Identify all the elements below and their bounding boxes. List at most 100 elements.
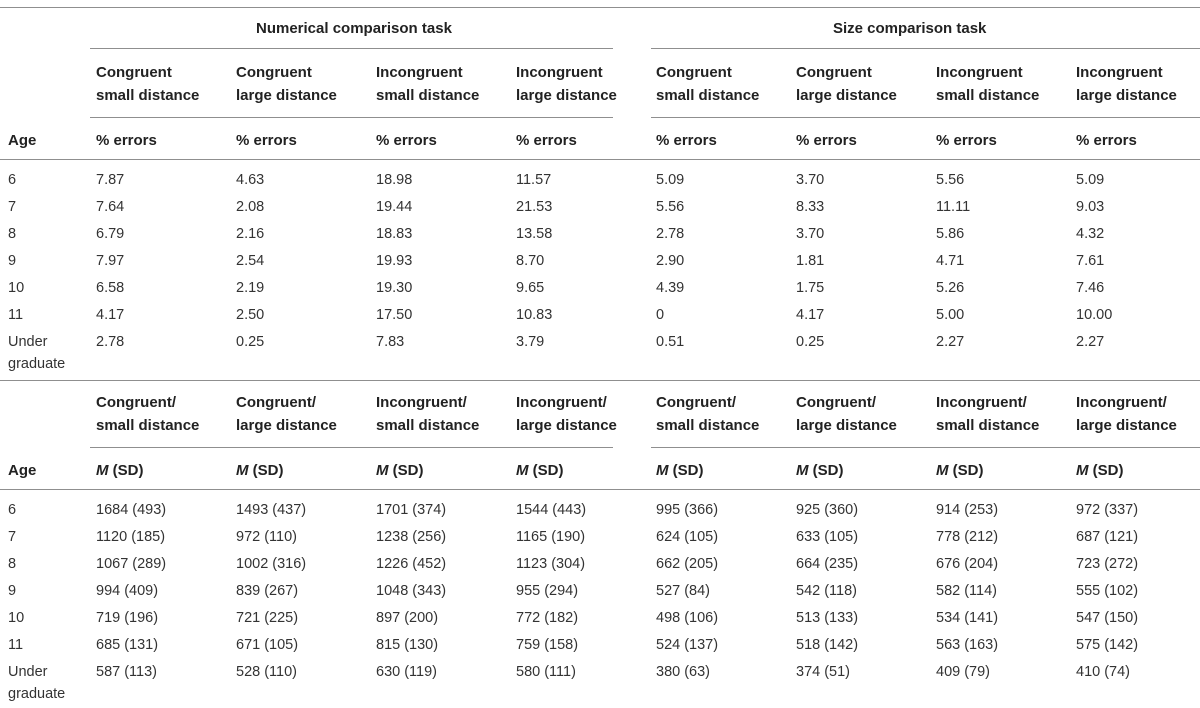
data-cell: 0	[656, 307, 665, 323]
unit-label: M (SD)	[516, 459, 564, 482]
age-cell-line: 11	[8, 307, 24, 323]
age-column-header: Age	[8, 132, 37, 149]
size-task-heading: Size comparison task	[833, 20, 987, 37]
age-cell: 8	[8, 553, 16, 575]
age-cell: 9	[8, 250, 16, 272]
data-cell: 3.70	[796, 226, 825, 242]
age-cell: 11	[8, 304, 23, 326]
data-cell: 7.83	[376, 334, 405, 350]
sd-symbol: (SD)	[528, 462, 564, 479]
age-cell-line: 10	[8, 280, 25, 296]
condition-header: Incongruent/	[516, 394, 607, 411]
data-cell: 2.78	[96, 334, 125, 350]
data-cell: 9.65	[516, 280, 545, 296]
condition-header: Incongruent/	[936, 394, 1027, 411]
data-cell: 542 (118)	[796, 583, 857, 599]
data-cell: 1002 (316)	[236, 556, 307, 572]
age-cell: 9	[8, 580, 16, 602]
condition-header: large distance	[1076, 87, 1177, 104]
condition-header: Congruent/	[656, 394, 736, 411]
data-cell: 1544 (443)	[516, 502, 587, 518]
age-cell: Under graduate	[8, 331, 65, 375]
data-cell: 1123 (304)	[516, 556, 586, 572]
data-cell: 582 (114)	[936, 583, 997, 599]
data-cell: 5.00	[936, 307, 965, 323]
data-cell: 17.50	[376, 307, 413, 323]
condition-header: large distance	[516, 417, 617, 434]
data-cell: 630 (119)	[376, 664, 437, 680]
data-cell: 914 (253)	[936, 502, 999, 518]
unit-label: M (SD)	[96, 459, 144, 482]
sd-symbol: (SD)	[248, 462, 284, 479]
data-cell: 6.79	[96, 226, 125, 242]
data-cell: 1.75	[796, 280, 825, 296]
section2-header-rule	[0, 489, 1200, 490]
data-cell: 380 (63)	[656, 664, 711, 680]
age-cell: 10	[8, 277, 24, 299]
data-cell: 925 (360)	[796, 502, 859, 518]
unit-label: M (SD)	[936, 459, 984, 482]
data-cell: 10.83	[516, 307, 553, 323]
data-cell: 662 (205)	[656, 556, 719, 572]
data-cell: 723 (272)	[1076, 556, 1139, 572]
mean-symbol: M	[516, 462, 529, 479]
top-rule	[0, 7, 1200, 8]
data-cell: 524 (137)	[656, 637, 719, 653]
condition-header: Congruent	[796, 64, 872, 81]
age-cell-line: 7	[8, 199, 17, 215]
mean-symbol: M	[376, 462, 389, 479]
data-cell: 719 (196)	[96, 610, 159, 626]
section-divider	[0, 380, 1200, 381]
condition-header: Incongruent	[936, 64, 1023, 81]
age-column-header: Age	[8, 462, 37, 479]
age-cell: 6	[8, 169, 16, 191]
data-cell: 4.17	[796, 307, 825, 323]
unit-label: % errors	[1076, 132, 1137, 149]
data-cell: 410 (74)	[1076, 664, 1131, 680]
data-cell: 839 (267)	[236, 583, 299, 599]
data-cell: 2.90	[656, 253, 685, 269]
section2-conditions-underline	[90, 447, 613, 448]
data-cell: 8.33	[796, 199, 825, 215]
data-cell: 5.09	[656, 172, 685, 188]
condition-header: Congruent	[656, 64, 732, 81]
unit-label: M (SD)	[1076, 459, 1124, 482]
section2-conditions-underline-size	[651, 447, 1200, 448]
data-cell: 1120 (185)	[96, 529, 166, 545]
data-cell: 1493 (437)	[236, 502, 307, 518]
data-cell: 2.54	[236, 253, 265, 269]
condition-header: Incongruent/	[1076, 394, 1167, 411]
data-cell: 547 (150)	[1076, 610, 1139, 626]
condition-header: large distance	[796, 417, 897, 434]
data-cell: 575 (142)	[1076, 637, 1139, 653]
data-cell: 9.03	[1076, 199, 1105, 215]
mean-symbol: M	[1076, 462, 1089, 479]
age-cell-line: graduate	[8, 686, 66, 702]
condition-header: small distance	[936, 417, 1040, 434]
condition-header: small distance	[656, 87, 760, 104]
condition-header: small distance	[96, 417, 200, 434]
condition-header: Incongruent	[376, 64, 463, 81]
condition-header: Congruent	[236, 64, 312, 81]
data-cell: 972 (337)	[1076, 502, 1139, 518]
data-cell: 374 (51)	[796, 664, 851, 680]
numerical-task-heading: Numerical comparison task	[256, 20, 452, 37]
data-cell: 994 (409)	[96, 583, 159, 599]
data-cell: 7.46	[1076, 280, 1105, 296]
data-cell: 19.44	[376, 199, 413, 215]
data-cell: 664 (235)	[796, 556, 859, 572]
data-cell: 18.98	[376, 172, 413, 188]
data-cell: 21.53	[516, 199, 553, 215]
data-cell: 4.17	[96, 307, 125, 323]
data-cell: 5.86	[936, 226, 965, 242]
condition-header: small distance	[656, 417, 760, 434]
age-cell: 6	[8, 499, 16, 521]
sd-symbol: (SD)	[948, 462, 984, 479]
age-cell-line: 9	[8, 253, 17, 269]
data-cell: 1067 (289)	[96, 556, 167, 572]
data-cell: 1165 (190)	[516, 529, 586, 545]
data-cell: 955 (294)	[516, 583, 579, 599]
data-cell: 897 (200)	[376, 610, 439, 626]
data-cell: 2.27	[1076, 334, 1105, 350]
data-cell: 3.70	[796, 172, 825, 188]
